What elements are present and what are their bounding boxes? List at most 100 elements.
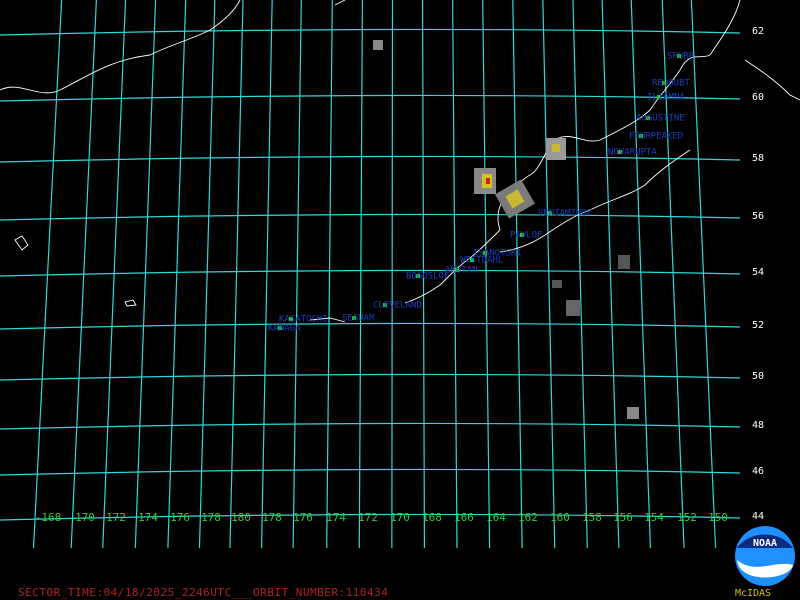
longitude-label: 154 — [644, 511, 664, 524]
longitude-label: 178 — [201, 511, 221, 524]
longitude-label: 164 — [486, 511, 506, 524]
latitude-label: 48 — [752, 420, 764, 431]
longitude-label: -168 — [35, 511, 62, 524]
latitude-line — [0, 468, 741, 476]
longitude-line — [326, 0, 333, 549]
longitude-label: 166 — [454, 511, 474, 524]
volcano-label: SPURR — [667, 52, 695, 62]
coast — [14, 59, 800, 323]
longitude-label: 180 — [231, 511, 251, 524]
longitude-line — [630, 0, 652, 549]
longitude-line — [292, 0, 302, 549]
longitude-label: 156 — [613, 511, 633, 524]
labels: 62 60 58 56 54 52 50 48 46 44 -168 170 172 174 176 178 1… — [35, 26, 764, 524]
ash-pixel — [627, 407, 639, 419]
graticule — [0, 0, 741, 549]
volcano-label: AKUTAN — [445, 266, 478, 276]
volcano-label: BOGOSLOF — [406, 272, 449, 282]
longitude-line — [542, 0, 556, 549]
longitude-line — [358, 0, 363, 549]
longitude-label: 174 — [138, 511, 158, 524]
longitude-label: 160 — [550, 511, 570, 524]
volcano-marker — [618, 150, 622, 154]
latitude-label: 56 — [752, 211, 764, 222]
volcano-marker — [278, 326, 282, 330]
volcano-marker — [662, 81, 666, 85]
longitude-line — [229, 0, 244, 549]
logo-wave — [737, 560, 793, 578]
longitude-label: 176 — [170, 511, 190, 524]
longitude-label: 170 — [390, 511, 410, 524]
longitude-label: 150 — [708, 511, 728, 524]
volcano-label: WESTDAHL — [460, 256, 503, 266]
volcano-marker — [548, 211, 552, 215]
volcano-marker — [289, 317, 293, 321]
sector-info: SECTOR_TIME:04/18/2025_2246UTC___ORBIT_N… — [18, 586, 388, 599]
latitude-label: 62 — [752, 26, 764, 37]
ash-pixel — [618, 255, 630, 269]
volcano-label: NOVARUPTA — [608, 148, 657, 158]
latitude-label: 46 — [752, 466, 764, 477]
latitude-line — [0, 155, 741, 163]
longitude-line — [260, 0, 273, 549]
volcano-marker — [483, 251, 487, 255]
longitude-label: 162 — [518, 511, 538, 524]
latitude-label: 58 — [752, 153, 764, 164]
volcano-label: FOURPEAKED — [629, 132, 683, 142]
longitude-label: 176 — [293, 511, 313, 524]
volcano-marker — [470, 258, 474, 262]
volcano-label: KASATOCHI — [279, 315, 328, 325]
ash-pixel — [505, 189, 525, 209]
longitude-line — [482, 0, 491, 549]
longitude-line — [70, 0, 97, 549]
volcano-marker — [677, 54, 681, 58]
logo-top — [737, 534, 793, 548]
latitude-line — [0, 94, 741, 102]
ash-pixel — [373, 40, 383, 50]
volcano-label: ILIAMNA — [647, 93, 686, 103]
ash-signal — [373, 40, 639, 419]
volcano-marker — [657, 95, 661, 99]
latitude-line — [0, 373, 741, 381]
latitude-label: 60 — [752, 92, 764, 103]
volcano-marker — [520, 233, 524, 237]
longitude-label: 168 — [422, 511, 442, 524]
volcano-label: PAVLOF — [510, 231, 543, 241]
longitude-line — [452, 0, 458, 549]
volcano-marker — [455, 268, 459, 272]
latitude-label: 54 — [752, 267, 764, 278]
longitude-label: 152 — [677, 511, 697, 524]
coast — [0, 0, 241, 94]
latitude-label: 52 — [752, 320, 764, 331]
longitude-line — [198, 0, 216, 549]
coast — [334, 0, 741, 196]
logo-text: NOAA — [753, 538, 777, 549]
volcano-label: AUGUSTINE — [636, 114, 685, 124]
volcano-label: SEGUAM — [342, 314, 375, 324]
volcano-marker — [639, 134, 643, 138]
latitude-line — [0, 269, 741, 277]
longitude-line — [391, 0, 394, 549]
longitude-line — [601, 0, 620, 549]
longitude-label: 172 — [358, 511, 378, 524]
latitude-line — [0, 513, 741, 521]
longitude-label: 170 — [75, 511, 95, 524]
longitude-line — [690, 0, 717, 549]
latitude-line — [0, 28, 741, 36]
longitude-line — [167, 0, 187, 549]
volcano-marker — [416, 274, 420, 278]
longitude-label: 172 — [106, 511, 126, 524]
longitude-line — [102, 0, 127, 549]
volcano-label: ISANOTSKI — [473, 249, 522, 259]
longitude-label: 178 — [262, 511, 282, 524]
longitude-line — [572, 0, 588, 549]
latitude-line — [0, 422, 741, 430]
longitude-line — [134, 0, 157, 549]
volcano-marker — [646, 116, 650, 120]
mcidas-label: McIDAS — [735, 588, 771, 599]
latitude-line — [0, 213, 741, 221]
ash-pixel — [552, 280, 562, 288]
latitude-label: 50 — [752, 371, 764, 382]
ash-pixel — [486, 178, 490, 184]
